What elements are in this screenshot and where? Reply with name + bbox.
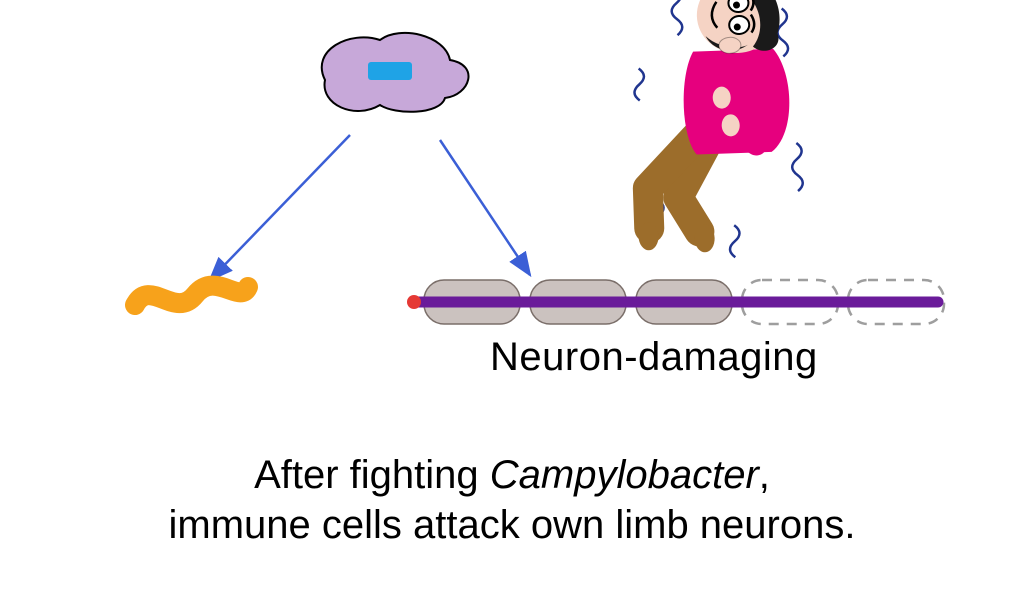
caption-pre: After fighting	[254, 453, 490, 497]
neuron-diagram	[407, 280, 944, 324]
immune-cell	[322, 33, 469, 112]
caption-line-2: immune cells attack own limb neurons.	[0, 500, 1024, 550]
arrow-to-bacterium	[210, 135, 350, 280]
caption-line-1: After fighting Campylobacter,	[0, 450, 1024, 500]
patient-figure	[630, 0, 806, 261]
arrow-to-neuron	[440, 140, 530, 275]
neuron-label: Neuron-damaging	[490, 335, 818, 380]
bacterium-icon	[135, 286, 248, 305]
diagram-stage: Neuron-damaging After fighting Campyloba…	[0, 0, 1024, 606]
caption-post: ,	[759, 453, 770, 497]
caption-italic: Campylobacter	[490, 453, 759, 497]
